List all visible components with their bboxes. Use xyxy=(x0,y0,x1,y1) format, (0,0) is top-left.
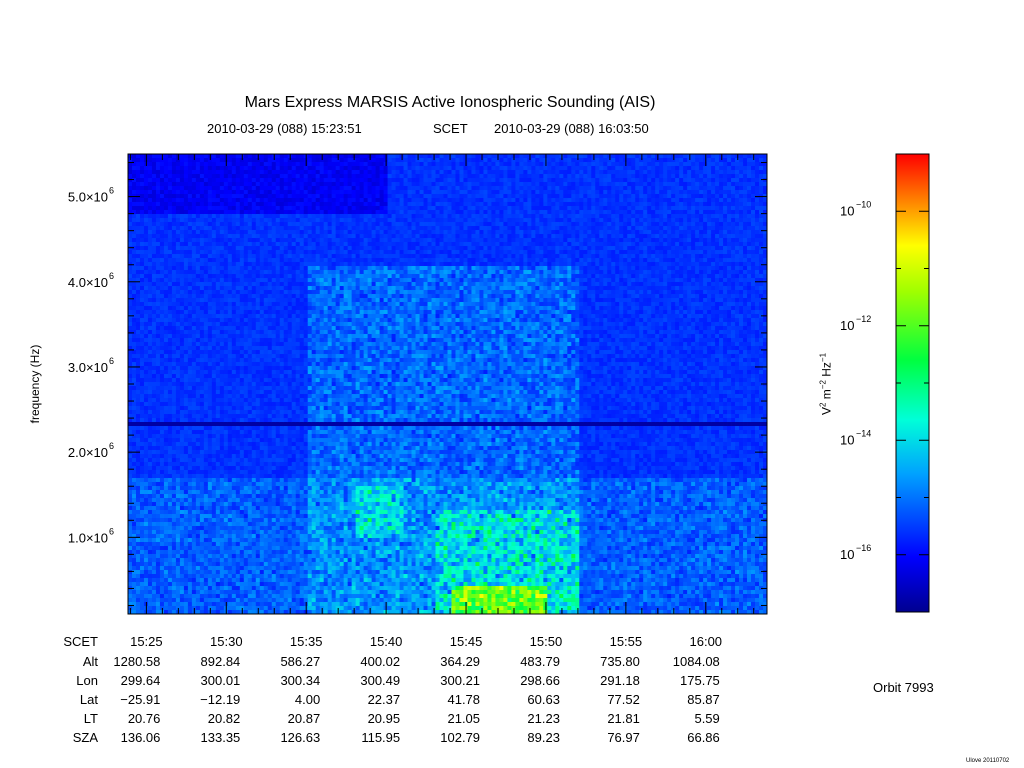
ephemeris-cell-lon: 300.49 xyxy=(360,673,400,688)
ephemeris-row-label: LT xyxy=(84,711,98,726)
y-tick-label-exp: 6 xyxy=(109,271,114,281)
ephemeris-cell-lon: 291.18 xyxy=(600,673,640,688)
ephemeris-cell-lat: 77.52 xyxy=(607,692,640,707)
colorbar-tick-label-exp: −14 xyxy=(856,428,871,438)
ephemeris-cell-lat: 41.78 xyxy=(447,692,480,707)
ephemeris-cell-lt: 20.76 xyxy=(128,711,161,726)
ephemeris-row-label: Alt xyxy=(83,654,99,669)
ephemeris-cell-alt: 892.84 xyxy=(201,654,241,669)
ephemeris-cell-scet: 15:50 xyxy=(530,634,563,649)
ephemeris-cell-lat: 85.87 xyxy=(687,692,720,707)
ephemeris-cell-lt: 20.95 xyxy=(368,711,401,726)
orbit-label: Orbit 7993 xyxy=(873,680,934,695)
colorbar xyxy=(895,153,930,613)
ephemeris-cell-scet: 16:00 xyxy=(690,634,723,649)
time-scet-label: SCET xyxy=(433,121,468,136)
ephemeris-cell-lat: 4.00 xyxy=(295,692,320,707)
time-start: 2010-03-29 (088) 15:23:51 xyxy=(207,121,362,136)
ephemeris-cell-sza: 133.35 xyxy=(201,730,241,745)
ephemeris-cell-alt: 483.79 xyxy=(520,654,560,669)
ephemeris-cell-sza: 76.97 xyxy=(607,730,640,745)
ephemeris-cell-lat: −12.19 xyxy=(200,692,240,707)
ephemeris-cell-alt: 1280.58 xyxy=(113,654,160,669)
ephemeris-cell-lt: 20.82 xyxy=(208,711,241,726)
ephemeris-cell-scet: 15:40 xyxy=(370,634,403,649)
ephemeris-cell-alt: 735.80 xyxy=(600,654,640,669)
colorbar-tick-label: 10 xyxy=(840,318,854,333)
ephemeris-row-label: Lon xyxy=(76,673,98,688)
ephemeris-cell-alt: 400.02 xyxy=(360,654,400,669)
chart-title: Mars Express MARSIS Active Ionospheric S… xyxy=(244,94,656,111)
ephemeris-row-label: Lat xyxy=(80,692,98,707)
ephemeris-cell-lon: 300.21 xyxy=(440,673,480,688)
ephemeris-row-label: SZA xyxy=(73,730,99,745)
ephemeris-cell-lt: 21.81 xyxy=(607,711,640,726)
y-tick-label: 3.0×10 xyxy=(68,360,108,375)
colorbar-tick-label-exp: −10 xyxy=(856,199,871,209)
y-tick-label-exp: 6 xyxy=(109,441,114,451)
y-tick-label-exp: 6 xyxy=(109,186,114,196)
ephemeris-cell-scet: 15:25 xyxy=(130,634,163,649)
spectrogram-image xyxy=(128,154,768,615)
ephemeris-cell-lon: 299.64 xyxy=(121,673,161,688)
ephemeris-cell-lt: 21.05 xyxy=(447,711,480,726)
ephemeris-cell-alt: 364.29 xyxy=(440,654,480,669)
y-tick-label: 1.0×10 xyxy=(68,530,108,545)
y-tick-label-exp: 6 xyxy=(109,356,114,366)
y-tick-label: 4.0×10 xyxy=(68,275,108,290)
ephemeris-cell-sza: 89.23 xyxy=(527,730,560,745)
ephemeris-cell-lon: 298.66 xyxy=(520,673,560,688)
ephemeris-cell-alt: 1084.08 xyxy=(673,654,720,669)
ephemeris-cell-scet: 15:30 xyxy=(210,634,243,649)
credit-label: Ulove 20110702 xyxy=(966,758,1010,764)
y-tick-label: 5.0×10 xyxy=(68,190,108,205)
ephemeris-row-label: SCET xyxy=(63,634,98,649)
colorbar-tick-label: 10 xyxy=(840,432,854,447)
ephemeris-cell-sza: 66.86 xyxy=(687,730,720,745)
ephemeris-cell-sza: 126.63 xyxy=(280,730,320,745)
ephemeris-cell-lat: 22.37 xyxy=(368,692,401,707)
ephemeris-cell-lt: 20.87 xyxy=(288,711,321,726)
ephemeris-cell-alt: 586.27 xyxy=(280,654,320,669)
ephemeris-cell-lon: 300.01 xyxy=(201,673,241,688)
ephemeris-cell-scet: 15:55 xyxy=(610,634,643,649)
ephemeris-cell-sza: 136.06 xyxy=(121,730,161,745)
ephemeris-cell-lat: 60.63 xyxy=(527,692,560,707)
ephemeris-cell-scet: 15:35 xyxy=(290,634,323,649)
ephemeris-cell-lon: 300.34 xyxy=(280,673,320,688)
colorbar-tick-label: 10 xyxy=(840,547,854,562)
ephemeris-cell-lt: 5.59 xyxy=(694,711,719,726)
ephemeris-cell-sza: 115.95 xyxy=(361,730,400,745)
colorbar-tick-label-exp: −16 xyxy=(856,543,871,553)
ephemeris-cell-scet: 15:45 xyxy=(450,634,483,649)
colorbar-tick-label: 10 xyxy=(840,203,854,218)
y-tick-label: 2.0×10 xyxy=(68,445,108,460)
y-tick-label-exp: 6 xyxy=(109,526,114,536)
ephemeris-cell-lt: 21.23 xyxy=(527,711,560,726)
ephemeris-cell-sza: 102.79 xyxy=(440,730,480,745)
ephemeris-cell-lat: −25.91 xyxy=(120,692,160,707)
time-end: 2010-03-29 (088) 16:03:50 xyxy=(494,121,649,136)
colorbar-tick-label-exp: −12 xyxy=(856,314,871,324)
ephemeris-cell-lon: 175.75 xyxy=(680,673,720,688)
